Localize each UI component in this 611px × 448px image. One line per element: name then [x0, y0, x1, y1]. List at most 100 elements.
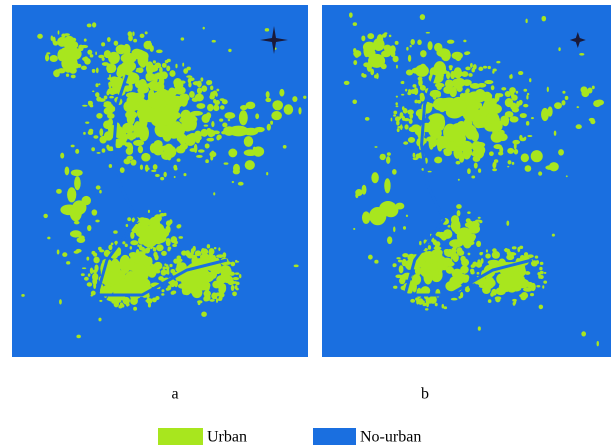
urban-patch — [431, 92, 436, 97]
urban-patch — [467, 168, 471, 174]
urban-patch — [581, 331, 586, 336]
urban-patch — [114, 301, 119, 307]
urban-patch — [518, 71, 523, 75]
urban-patch — [408, 55, 411, 62]
urban-patch — [413, 157, 418, 160]
urban-patch — [595, 100, 604, 106]
urban-patch — [148, 303, 151, 308]
urban-patch — [59, 299, 62, 304]
urban-patch — [396, 105, 399, 107]
urban-patch — [188, 78, 192, 83]
urban-patch — [75, 149, 79, 154]
urban-patch — [238, 182, 244, 186]
urban-patch — [399, 265, 404, 273]
urban-patch — [391, 118, 393, 122]
urban-patch — [428, 171, 432, 173]
urban-patch — [525, 165, 532, 172]
urban-patch — [88, 131, 93, 135]
urban-patch — [536, 285, 540, 287]
urban-patch — [538, 274, 541, 278]
urban-patch — [443, 229, 452, 239]
urban-patch — [162, 266, 166, 269]
urban-patch — [228, 119, 231, 121]
urban-patch — [505, 248, 508, 252]
urban-patch — [490, 292, 494, 297]
urban-patch — [405, 89, 407, 92]
urban-patch — [420, 50, 426, 57]
urban-patch — [222, 99, 228, 104]
urban-patch — [156, 244, 164, 251]
urban-patch — [470, 221, 480, 229]
urban-patch — [109, 164, 112, 168]
urban-patch — [98, 247, 102, 251]
urban-patch — [485, 254, 491, 259]
urban-patch — [156, 49, 163, 53]
urban-patch — [161, 151, 172, 160]
urban-patch — [592, 86, 595, 90]
urban-patch — [173, 165, 177, 170]
urban-patch — [253, 147, 256, 152]
urban-patch — [82, 267, 86, 269]
urban-patch — [206, 80, 211, 85]
urban-patch — [444, 102, 448, 107]
urban-patch — [212, 40, 216, 43]
urban-patch — [124, 142, 132, 147]
urban-patch — [150, 45, 154, 52]
urban-patch — [397, 126, 403, 128]
urban-patch — [90, 295, 93, 297]
urban-patch — [494, 159, 498, 163]
urban-patch — [232, 181, 234, 183]
urban-patch — [201, 311, 207, 316]
urban-patch — [107, 106, 115, 113]
urban-patch — [161, 293, 164, 296]
urban-patch — [219, 118, 223, 121]
urban-patch — [419, 241, 421, 245]
urban-patch — [207, 128, 212, 133]
urban-patch — [96, 113, 102, 119]
urban-patch — [127, 217, 131, 221]
urban-patch — [98, 83, 100, 85]
urban-patch — [235, 285, 238, 289]
urban-patch — [428, 245, 431, 250]
urban-patch — [107, 37, 111, 42]
urban-patch — [455, 54, 461, 61]
urban-patch — [74, 251, 80, 254]
urban-patch — [21, 294, 25, 297]
urban-patch — [446, 107, 449, 109]
urban-patch — [209, 299, 214, 302]
urban-patch — [499, 146, 503, 153]
urban-patch — [460, 93, 465, 99]
urban-patch — [164, 213, 167, 216]
urban-patch — [279, 89, 284, 97]
urban-patch — [403, 108, 408, 114]
urban-patch — [524, 252, 528, 256]
urban-patch — [182, 286, 188, 295]
urban-patch — [50, 55, 58, 62]
urban-patch — [508, 252, 517, 256]
urban-patch — [422, 303, 426, 307]
urban-patch — [81, 273, 85, 276]
urban-patch — [459, 153, 464, 163]
urban-patch — [148, 41, 151, 44]
urban-patch — [99, 190, 102, 194]
urban-patch — [402, 116, 405, 121]
urban-patch — [159, 210, 161, 212]
panel-label: b — [421, 386, 429, 403]
urban-patch — [443, 86, 453, 94]
urban-patch — [540, 262, 544, 265]
urban-patch — [368, 255, 373, 260]
urban-patch — [46, 52, 50, 54]
urban-patch — [492, 120, 503, 132]
urban-patch — [451, 219, 461, 232]
urban-patch — [530, 293, 534, 296]
urban-patch — [527, 135, 532, 137]
urban-patch — [214, 247, 217, 249]
urban-patch — [547, 106, 552, 116]
urban-patch — [213, 192, 215, 195]
urban-patch — [172, 244, 177, 247]
urban-patch — [396, 96, 398, 98]
urban-patch — [95, 220, 99, 223]
urban-patch — [460, 292, 463, 298]
urban-patch — [509, 75, 512, 79]
urban-patch — [471, 68, 474, 73]
